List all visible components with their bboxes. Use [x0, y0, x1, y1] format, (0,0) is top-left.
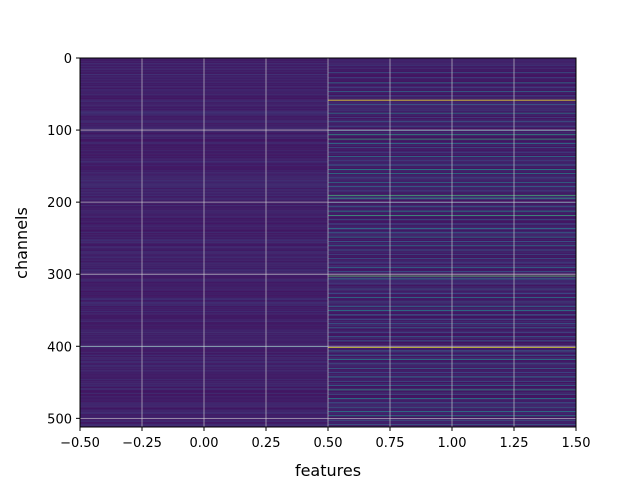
x-axis-ticks: −0.50 −0.25 0.00 0.25 0.50 0.75 1.00 1.25 1.50: [60, 427, 590, 451]
y-tick-label: 200: [47, 196, 72, 211]
y-axis-label: channels: [12, 207, 31, 279]
x-tick-label: 1.50: [562, 436, 591, 451]
x-tick-label: 0.50: [314, 436, 343, 451]
x-tick-label: 0.75: [376, 436, 405, 451]
y-tick-label: 100: [47, 124, 72, 139]
x-tick-label: −0.50: [60, 436, 100, 451]
y-tick-label: 400: [47, 340, 72, 355]
x-axis-label: features: [295, 461, 361, 480]
x-tick-label: 0.25: [252, 436, 281, 451]
y-tick-label: 300: [47, 268, 72, 283]
x-tick-label: 1.00: [438, 436, 467, 451]
y-tick-label: 0: [64, 52, 72, 67]
x-tick-label: 1.25: [500, 436, 529, 451]
x-tick-label: 0.00: [190, 436, 219, 451]
y-axis-ticks: 0 100 200 300 400 500: [47, 52, 80, 427]
x-tick-label: −0.25: [122, 436, 162, 451]
y-tick-label: 500: [47, 412, 72, 427]
